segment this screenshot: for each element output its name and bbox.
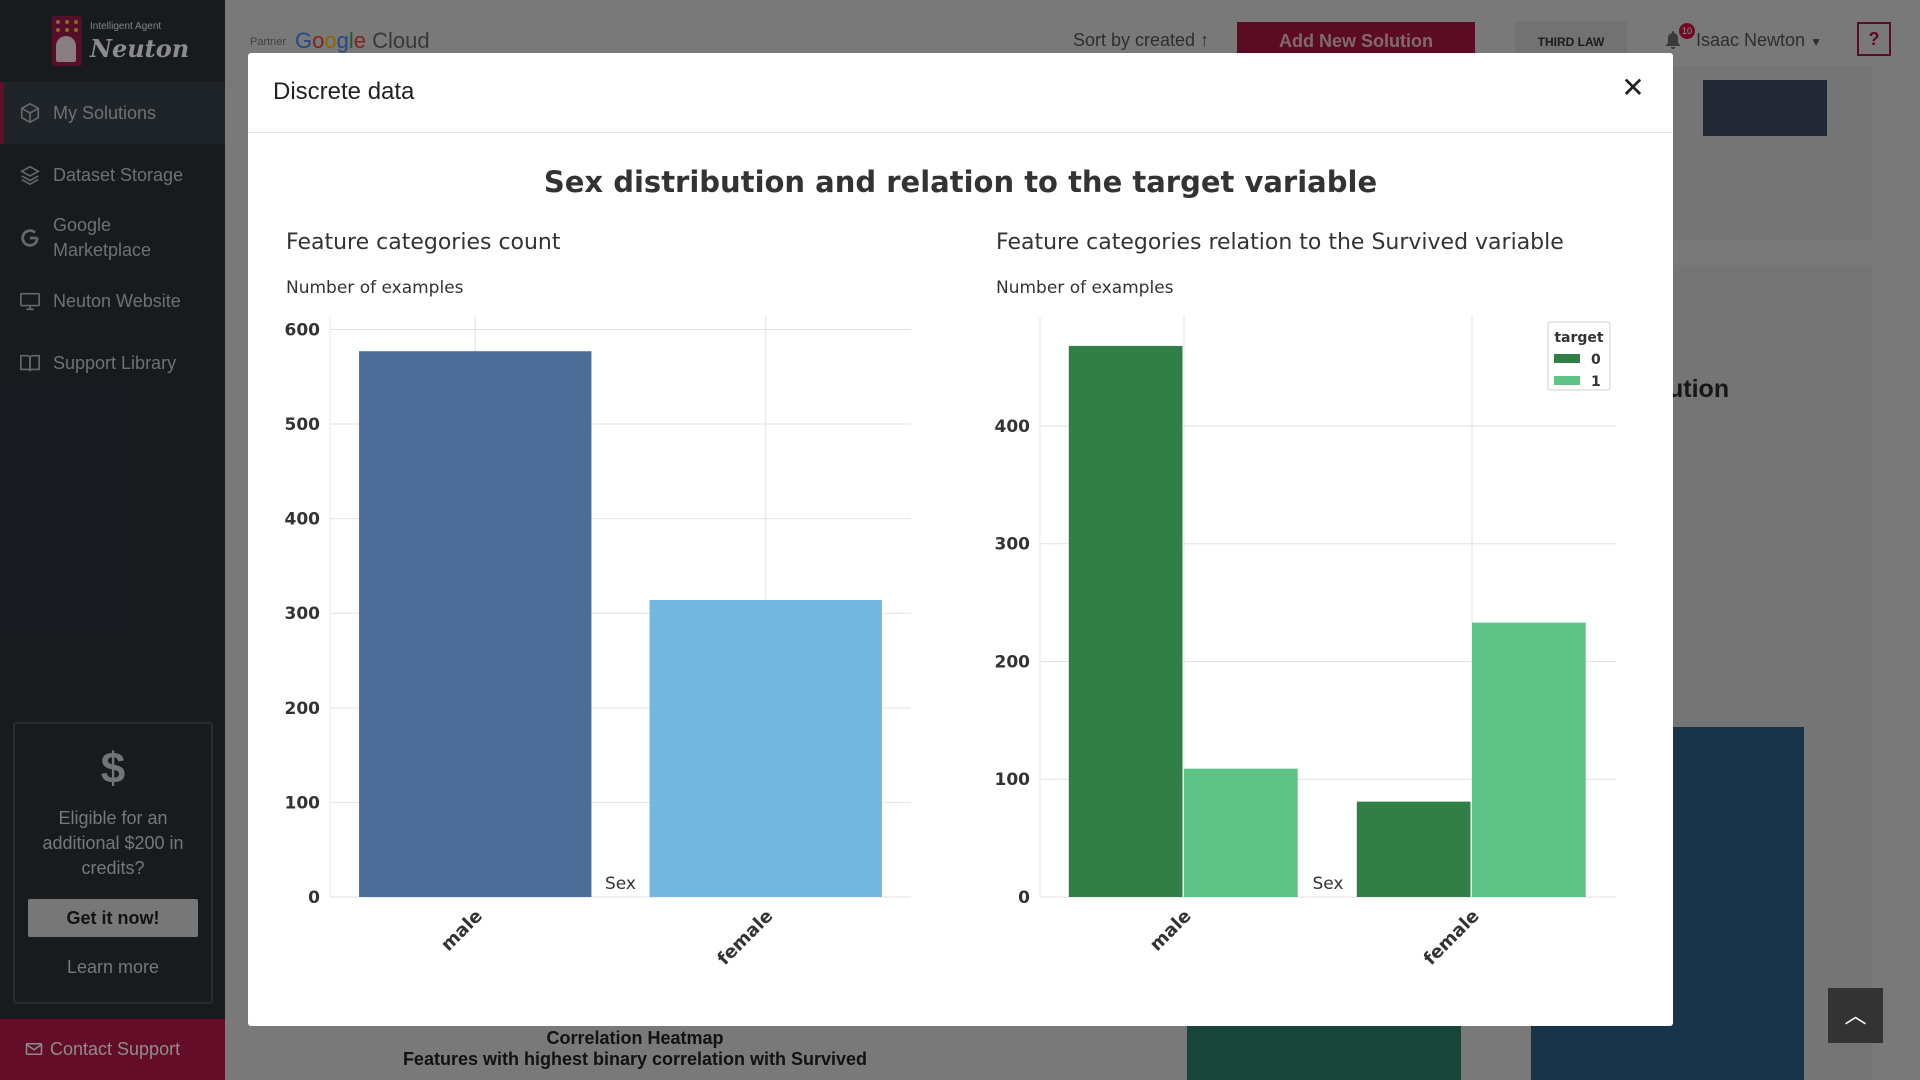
legend-label: 0 [1591,352,1601,368]
background-chart-bar [1703,80,1827,136]
x-axis-label: Sex [605,874,636,894]
background-chart-bar [1668,727,1804,1080]
cube-icon [20,102,40,124]
y-tick-label: 400 [285,510,321,530]
y-tick-label: 400 [995,417,1031,437]
y-tick-label: 0 [308,888,320,908]
sidebar-nav: My Solutions Dataset Storage Google Mark… [0,82,225,394]
partner-label: Partner [250,36,287,48]
legend-swatch [1554,376,1580,385]
book-icon [20,354,40,372]
x-tick-label: male [437,906,487,956]
legend-title: target [1554,330,1604,346]
sidebar-item-label: Neuton Website [53,290,181,311]
y-tick-label: 100 [995,770,1031,790]
sidebar-item-label: Dataset Storage [53,164,184,185]
y-tick-label: 0 [1018,888,1030,908]
y-tick-label: 200 [285,699,321,719]
credits-text: Eligible for an additional $200 in credi… [42,808,184,878]
discrete-data-modal: Discrete data ✕ Sex distribution and rel… [248,53,1673,1026]
figure-suptitle: Sex distribution and relation to the tar… [543,165,1378,199]
logo-mark-icon [52,16,82,66]
y-tick-label: 600 [285,320,321,340]
neuton-logo[interactable]: Intelligent Agent Neuton [52,14,189,70]
chart-title: Feature categories count [286,230,561,255]
background-chart-bar [1187,1026,1461,1080]
contact-support-button[interactable]: Contact Support [0,1019,225,1080]
y-axis-label: Number of examples [996,278,1174,298]
help-button[interactable]: ? [1857,22,1891,56]
bar-female [649,599,882,897]
bar-female-target-0 [1356,801,1471,897]
bar-male-target-0 [1068,345,1183,897]
sex-count-chart: Feature categories count Number of exampl… [285,230,911,970]
correlation-heatmap-title: Correlation Heatmap Features with highes… [402,1028,868,1069]
sidebar-item-label: My Solutions [53,102,157,123]
mail-icon [25,1043,43,1055]
y-tick-label: 100 [285,793,321,813]
sort-dropdown[interactable]: Sort by created ↑ [1073,30,1210,50]
x-axis-label: Sex [1312,874,1343,894]
sidebar-item-neuton-website[interactable]: Neuton Website [0,270,225,332]
sex-survived-chart: Feature categories relation to the Survi… [995,230,1616,970]
modal-title: Discrete data [273,78,415,105]
bar-female-target-1 [1472,622,1586,897]
bar-male-target-1 [1184,768,1298,897]
chart-title: Feature categories relation to the Survi… [996,230,1564,255]
chevron-up-icon: ︿ [1844,1003,1867,1028]
logo-subtitle: Intelligent Agent [90,21,162,32]
credits-promo: $ Eligible for an additional $200 in cre… [13,722,213,1004]
dollar-icon: $ [100,744,126,793]
sidebar-item-support-library[interactable]: Support Library [0,332,225,394]
google-cloud-logo: Google Cloud [295,28,430,53]
x-tick-label: male [1146,906,1196,956]
layers-icon [20,165,40,186]
sidebar-item-google-marketplace[interactable]: Google Marketplace [0,206,225,270]
bar-male [359,351,592,898]
background-heading: ution [1668,375,1730,403]
y-tick-label: 200 [995,652,1031,672]
sidebar-item-label: Google Marketplace [53,214,152,260]
notification-badge: 10 [1679,23,1695,39]
sidebar: Intelligent Agent Neuton My Solutions Da… [0,0,225,1080]
scroll-to-top-button[interactable]: ︿ [1828,988,1883,1043]
google-g-icon [21,229,39,247]
learn-more-link[interactable]: Learn more [66,957,160,977]
sidebar-item-label: Support Library [53,352,177,373]
x-tick-label: female [713,906,777,970]
y-tick-label: 500 [285,415,321,435]
chevron-down-icon: ▼ [1810,35,1822,49]
monitor-icon [20,292,40,311]
y-tick-label: 300 [995,535,1031,555]
arrow-up-icon: ↑ [1200,30,1210,50]
y-axis-label: Number of examples [286,278,464,298]
user-menu[interactable]: Isaac Newton ▼ [1696,30,1822,50]
sidebar-item-dataset-storage[interactable]: Dataset Storage [0,144,225,206]
close-icon[interactable]: ✕ [1621,72,1645,103]
sidebar-item-my-solutions[interactable]: My Solutions [0,82,225,144]
x-tick-label: female [1420,906,1484,970]
legend-swatch [1554,354,1580,363]
get-credits-button[interactable]: Get it now! [28,899,198,937]
logo-name: Neuton [90,34,190,63]
y-tick-label: 300 [285,604,321,624]
contact-support-label: Contact Support [50,1039,181,1059]
legend-label: 1 [1591,374,1601,390]
background-chart-bar [1531,1026,1668,1080]
bell-icon[interactable] [1665,31,1681,49]
modal-header: Discrete data ✕ [248,53,1673,133]
